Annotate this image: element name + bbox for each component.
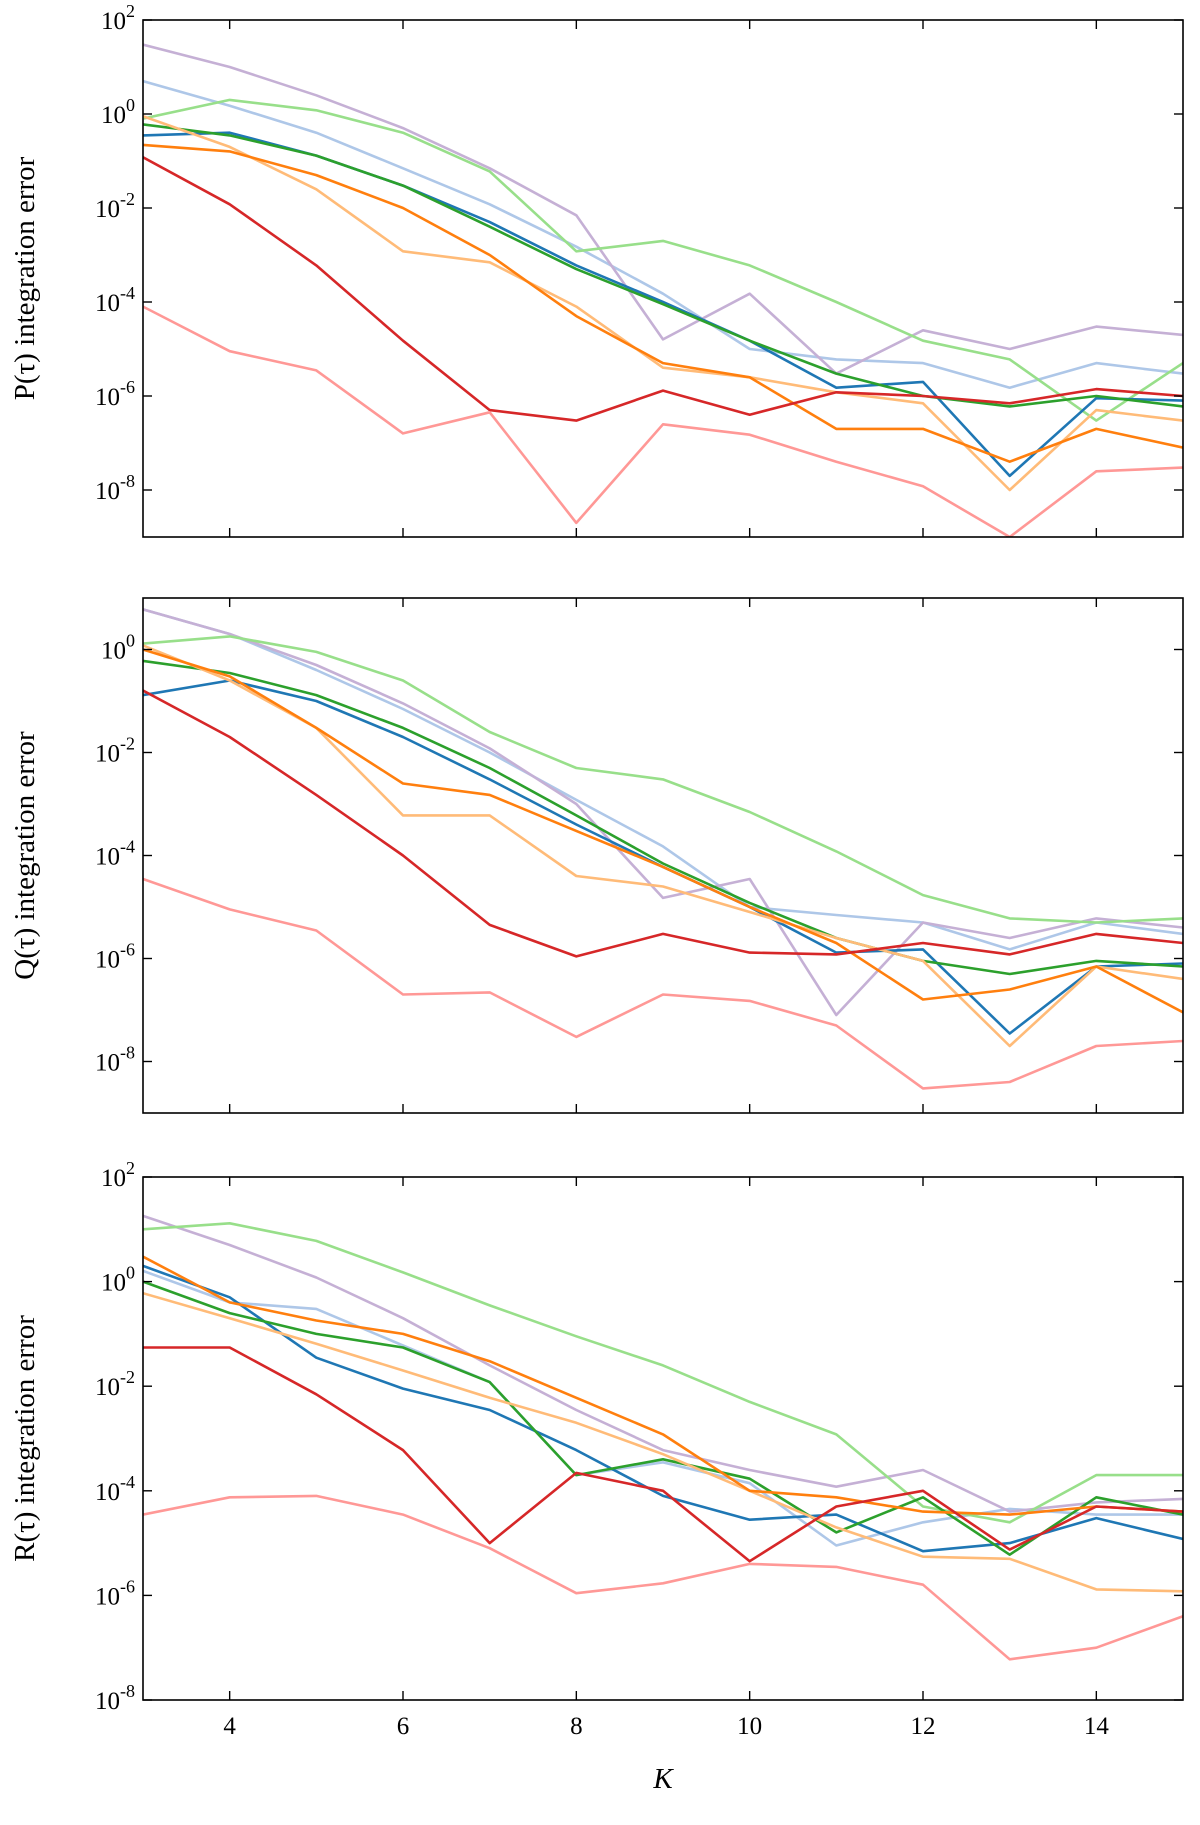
x-tick-label: 6 (397, 1713, 410, 1740)
panel-q-integration-error: 10-8 10-6 10-4 10-2 100 Q(τ) integration erro… (9, 597, 1184, 1114)
series-group (143, 43, 1183, 537)
series-line-7 (143, 1346, 1183, 1563)
x-axis-label: K (652, 1763, 674, 1795)
y-axis-label: R(τ) integration error (9, 1315, 41, 1562)
series-line-8 (143, 877, 1183, 1090)
series-line-0 (143, 608, 1183, 951)
series-line-1 (143, 1214, 1183, 1513)
y-tick-label: 10-8 (95, 471, 135, 505)
axes-frame (142, 597, 1184, 1114)
y-tick-label: 102 (101, 1158, 135, 1192)
series-line-4 (143, 1280, 1183, 1556)
series-line-0 (143, 1269, 1183, 1547)
y-tick-label: 10-2 (95, 189, 135, 223)
series-line-0 (143, 79, 1183, 390)
y-tick-label: 10-4 (95, 1472, 135, 1506)
y-axis-label: Q(τ) integration error (9, 731, 41, 980)
series-line-8 (143, 305, 1183, 537)
y-tick-label: 100 (101, 1263, 135, 1297)
y-tick-label: 10-2 (95, 1367, 135, 1401)
series-line-5 (143, 1291, 1183, 1593)
y-axis-label: P(τ) integration error (9, 156, 41, 400)
y-tick-label: 10-6 (95, 940, 135, 974)
y-tick-label: 10-6 (95, 1576, 135, 1610)
x-tick-label: 12 (911, 1713, 936, 1740)
y-tick-label: 10-2 (95, 734, 135, 768)
series-line-4 (143, 659, 1183, 976)
series-line-1 (143, 43, 1183, 375)
series-line-3 (143, 679, 1183, 1035)
series-line-8 (143, 1494, 1183, 1661)
panel-p-integration-error: 10-8 10-6 10-4 10-2 100 102 P(τ) integration e… (9, 1, 1184, 538)
series-line-6 (143, 1255, 1183, 1516)
axes-frame (142, 19, 1184, 538)
x-tick-label: 14 (1084, 1713, 1110, 1740)
x-tick-label: 8 (570, 1713, 583, 1740)
x-tick-label: 10 (737, 1713, 762, 1740)
series-line-2 (143, 1222, 1183, 1524)
series-line-4 (143, 123, 1183, 408)
series-line-1 (143, 608, 1183, 1017)
series-line-2 (143, 98, 1183, 422)
series-line-3 (143, 1264, 1183, 1553)
y-tick-label: 100 (101, 95, 135, 129)
series-line-5 (143, 114, 1183, 492)
x-tick-label: 4 (223, 1713, 236, 1740)
series-line-7 (143, 156, 1183, 422)
series-group (143, 608, 1183, 1090)
y-tick-label: 100 (101, 631, 135, 665)
y-tick-label: 10-6 (95, 377, 135, 411)
y-tick-label: 10-4 (95, 283, 135, 317)
series-line-6 (143, 648, 1183, 1014)
series-line-7 (143, 689, 1183, 958)
y-tick-label: 10-8 (95, 1681, 135, 1715)
y-tick-label: 10-8 (95, 1043, 135, 1077)
y-tick-label: 10-4 (95, 837, 135, 871)
series-group (143, 1214, 1183, 1661)
panel-r-integration-error: 10-8 10-6 10-4 10-2 100 102 4 6 8 10 12 14 R(τ) inte… (9, 1158, 1184, 1795)
series-line-6 (143, 143, 1183, 464)
y-tick-label: 102 (101, 1, 135, 35)
axes-frame (142, 1176, 1184, 1701)
series-line-2 (143, 635, 1183, 924)
